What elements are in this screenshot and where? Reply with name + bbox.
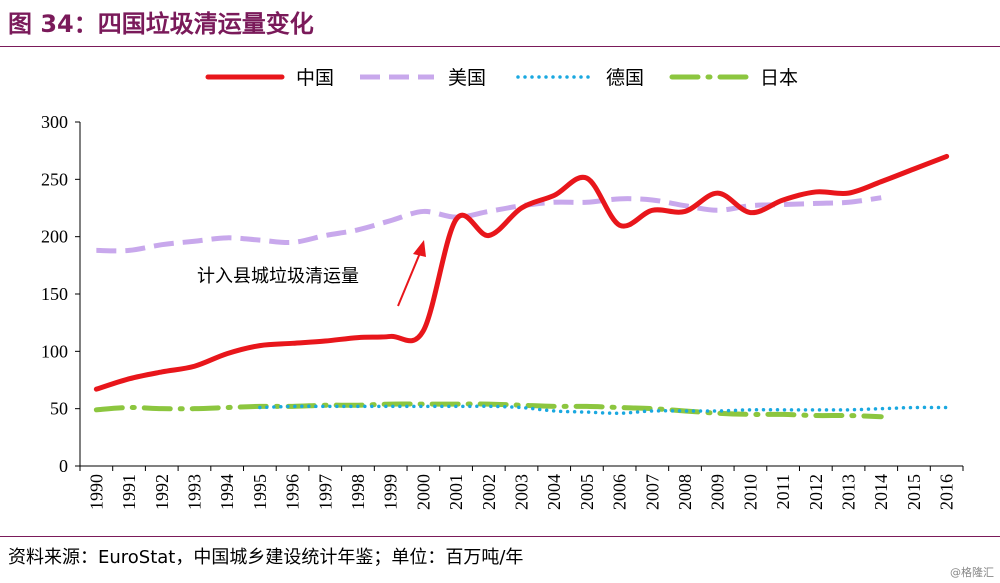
chart-annotation: 计入县城垃圾清运量 bbox=[197, 240, 426, 307]
x-tick-label: 1995 bbox=[250, 474, 270, 510]
series-line-usa bbox=[96, 195, 882, 254]
annotation-arrow-shaft bbox=[397, 252, 421, 307]
title-divider bbox=[0, 46, 1000, 47]
x-tick-label: 1991 bbox=[119, 474, 139, 510]
x-tick-label: 2016 bbox=[937, 474, 957, 510]
x-tick-label: 1994 bbox=[217, 474, 237, 510]
y-tick-label: 250 bbox=[41, 169, 68, 189]
y-tick-label: 200 bbox=[41, 227, 68, 247]
x-tick-label: 1993 bbox=[184, 474, 204, 510]
x-tick-label: 1990 bbox=[86, 474, 106, 510]
source-note: 资料来源：EuroStat，中国城乡建设统计年鉴；单位：百万吨/年 bbox=[8, 547, 524, 568]
x-tick-label: 2007 bbox=[642, 474, 662, 510]
chart-series bbox=[93, 153, 950, 420]
legend-label-germany: 德国 bbox=[606, 67, 644, 89]
page-title: 图 34：四国垃圾清运量变化 bbox=[8, 10, 314, 38]
x-tick-label: 2010 bbox=[740, 474, 760, 510]
chart-legend: 中国 美国 德国 日本 bbox=[205, 67, 798, 89]
x-tick-label: 2012 bbox=[806, 474, 826, 510]
x-tick-label: 2005 bbox=[577, 474, 597, 510]
x-tick-label: 2011 bbox=[773, 474, 793, 509]
x-tick-label: 2015 bbox=[904, 474, 924, 510]
chart: 0 50 100 150 200 250 300 1990 1991 1992 1993 1994 19… bbox=[41, 67, 964, 510]
footer-divider bbox=[0, 536, 1000, 537]
y-tick-label: 50 bbox=[50, 399, 68, 419]
x-tick-label: 2000 bbox=[413, 474, 433, 510]
x-tick-label: 2001 bbox=[446, 474, 466, 510]
y-tick-label: 100 bbox=[41, 341, 68, 361]
x-tick-label: 2003 bbox=[512, 474, 532, 510]
watermark: @格隆汇 bbox=[950, 566, 994, 579]
x-tick-label: 2006 bbox=[610, 474, 630, 510]
annotation-arrow-head bbox=[413, 240, 426, 257]
annotation-text: 计入县城垃圾清运量 bbox=[197, 266, 359, 287]
series-line-japan bbox=[93, 401, 884, 420]
series-line-germany bbox=[258, 404, 949, 416]
x-tick-label: 2013 bbox=[839, 474, 859, 510]
x-tick-label: 2004 bbox=[544, 474, 564, 510]
x-tick-label: 1999 bbox=[381, 474, 401, 510]
x-tick-label: 1996 bbox=[283, 474, 303, 510]
x-tick-label: 2009 bbox=[708, 474, 728, 510]
legend-label-china: 中国 bbox=[296, 67, 334, 89]
x-tick-label: 2014 bbox=[871, 474, 891, 510]
chart-axes: 0 50 100 150 200 250 300 1990 1991 1992 1993 1994 19… bbox=[41, 112, 964, 510]
y-tick-label: 300 bbox=[41, 112, 68, 132]
y-tick-label: 150 bbox=[41, 284, 68, 304]
x-tick-label: 1997 bbox=[315, 474, 335, 510]
y-tick-label: 0 bbox=[59, 456, 68, 476]
x-tick-label: 1998 bbox=[348, 474, 368, 510]
x-tick-label: 2008 bbox=[675, 474, 695, 510]
legend-label-japan: 日本 bbox=[760, 67, 798, 89]
series-line-china bbox=[93, 153, 950, 392]
x-tick-label: 1992 bbox=[152, 474, 172, 510]
x-tick-label: 2002 bbox=[479, 474, 499, 510]
legend-label-usa: 美国 bbox=[448, 67, 486, 89]
